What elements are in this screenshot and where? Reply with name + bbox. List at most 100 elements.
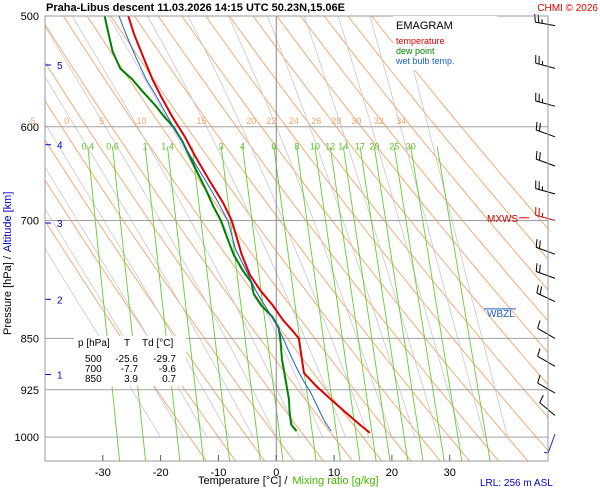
mixing-ratio-line [112, 146, 147, 461]
stats-table: p [hPa] T Td [°C] 500 -25.6 -29.7 700 -7… [74, 336, 186, 386]
moist-adiabat-line [45, 76, 254, 438]
mixing-ratio-line [144, 146, 181, 461]
dry-adiabat-line [45, 179, 236, 461]
dry-adiabat-line [110, 16, 441, 461]
y-axis-label-pressure: Pressure [hPa] / [2, 255, 14, 335]
stats-row-500-td: -29.7 [153, 354, 176, 365]
mixing-ratio-line [191, 146, 231, 461]
dry-adiabats [45, 16, 548, 461]
stats-row-850-t: 3.9 [124, 374, 138, 385]
stats-row-500-p: 500 [85, 354, 102, 365]
mixing-ratio-label: 17 [355, 142, 365, 152]
dry-adiabat-label: 15 [196, 116, 206, 126]
x-tick-label: 20 [386, 467, 398, 479]
chart-title: Praha-Libus descent 11.03.2026 14:15 UTC… [46, 2, 345, 14]
wind-barb [535, 54, 556, 69]
wind-barb [537, 320, 556, 339]
x-axis-label-temperature: Temperature [°C] / [198, 475, 288, 487]
mixing-ratio-line [314, 146, 361, 461]
altitude-tick-label: 5 [57, 61, 63, 72]
wind-barb [535, 239, 556, 255]
x-axis-label: Temperature [°C] / Mixing ratio [g/kg] [198, 475, 379, 487]
moist-adiabats [45, 16, 508, 438]
x-tick-label: 10 [328, 467, 340, 479]
legend-background [393, 16, 497, 70]
mixing-ratio-label: 4 [240, 142, 245, 152]
y-axis-label: Pressure [hPa] / Altitude [km] [2, 192, 14, 335]
mixing-ratio-line [393, 146, 445, 461]
wind-barb [535, 150, 556, 167]
mixing-ratio-line [329, 146, 377, 461]
mixing-ratio-label: 1.4 [161, 142, 174, 152]
wind-barb [539, 395, 556, 416]
wind-barb [536, 284, 556, 303]
moist-adiabat-line [399, 16, 508, 438]
moist-adiabat-line [147, 16, 346, 438]
moist-adiabat-line [303, 16, 439, 438]
dry-adiabat-label: -5 [28, 116, 36, 126]
legend-dewpoint: dew point [396, 46, 435, 56]
pressure-tick-label: 1000 [15, 432, 39, 444]
wind-barb [535, 207, 556, 221]
dry-adiabat-line [45, 219, 207, 461]
stats-header-td: Td [°C] [142, 338, 173, 349]
wbzl-label: WBZL [487, 309, 515, 320]
mixing-ratio-line [87, 146, 121, 461]
stats-table-background [74, 336, 186, 386]
x-tick-label: 30 [444, 467, 456, 479]
dry-adiabat-line [134, 16, 470, 461]
dry-adiabat-label: 5 [99, 116, 104, 126]
dry-adiabat-label: 0 [64, 116, 69, 126]
wind-barb [535, 263, 556, 279]
dry-adiabat-label: 26 [311, 116, 321, 126]
moist-adiabat-line [228, 16, 393, 438]
x-tick-label: 0 [273, 467, 279, 479]
mixing-ratio-label: 6 [271, 142, 276, 152]
stats-header-p: p [hPa] [78, 338, 110, 349]
dry-adiabat-label: 30 [351, 116, 361, 126]
pressure-tick-label: 600 [21, 122, 39, 134]
stats-row-700-t: -7.7 [121, 364, 139, 375]
legend-temperature: temperature [396, 36, 445, 46]
altitude-tick-label: 3 [57, 219, 63, 230]
mixing-ratio-line [273, 146, 317, 461]
wind-barbs [534, 13, 556, 454]
dry-adiabat-label: 34 [396, 116, 406, 126]
pressure-tick-label: 500 [21, 11, 39, 23]
dry-adiabat-line [181, 16, 529, 461]
pressure-tick-label: 925 [21, 385, 39, 397]
legend-wetbulb: wet bulb temp. [395, 56, 455, 66]
mixing-ratio-label: 12 [325, 142, 335, 152]
altitude-tick-label: 2 [57, 295, 63, 306]
x-axis-label-mixing: Mixing ratio [g/kg] [292, 475, 378, 487]
dewpoint-profile-line [103, 16, 298, 432]
mixing-ratio-label: 30 [406, 142, 416, 152]
wetbulb-profile-line [118, 16, 332, 432]
y-axis-label-altitude: Altitude [km] [2, 192, 14, 253]
mixing-ratio-line [167, 146, 205, 461]
x-tick-label: -10 [210, 467, 226, 479]
moist-adiabat-line [337, 16, 462, 438]
dry-adiabat-line [300, 16, 548, 322]
mixing-ratio-lines [87, 146, 491, 461]
stats-row-700-td: -9.6 [159, 364, 177, 375]
dry-adiabat-line [45, 61, 324, 461]
x-tick-label: -30 [95, 467, 111, 479]
mixing-ratio-line [373, 146, 424, 461]
stats-row-500-t: -25.6 [115, 354, 138, 365]
dry-adiabat-label: 24 [289, 116, 299, 126]
mixing-ratio-label: 3 [219, 142, 224, 152]
pressure-tick-label: 700 [21, 215, 39, 227]
dry-adiabat-line [45, 23, 353, 461]
mxws-label: MXWS [487, 214, 518, 225]
level-markers: MXWS WBZL [484, 214, 529, 320]
wind-barb [537, 348, 556, 367]
wind-barb [535, 121, 556, 138]
mixing-ratio-line [342, 146, 391, 461]
wind-barb [544, 433, 556, 454]
mixing-ratio-label: 20 [369, 142, 379, 152]
dry-adiabat-line [252, 16, 548, 386]
stats-row-700-p: 700 [85, 364, 102, 375]
